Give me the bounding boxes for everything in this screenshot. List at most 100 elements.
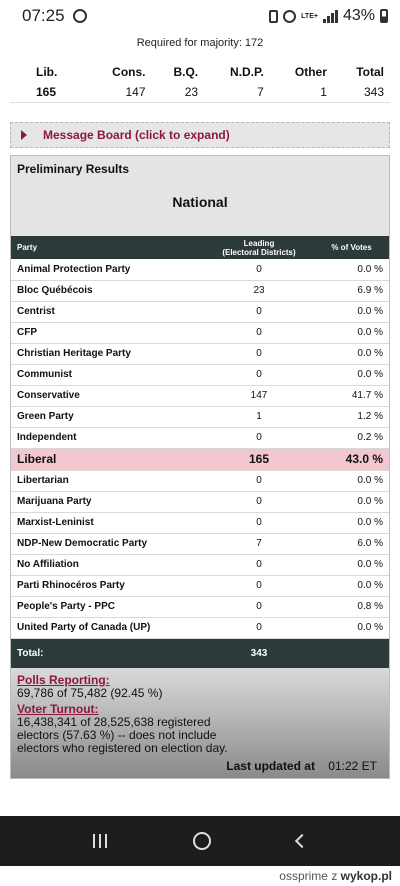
voter-turnout-line: 16,438,341 of 28,525,638 registered: [17, 715, 211, 729]
summary-value: 343: [332, 82, 390, 103]
last-updated: Last updated at 01:22 ET: [17, 760, 383, 773]
vote-percent: 0.0 %: [314, 259, 389, 281]
summary-section: Required for majority: 172 Lib. Cons. B.…: [10, 32, 390, 103]
home-icon[interactable]: [193, 832, 211, 850]
party-row: Communist 0 0.0 %: [11, 364, 389, 386]
party-name: Animal Protection Party: [11, 259, 204, 281]
results-table: Party Leading (Electoral Districts) % of…: [11, 236, 389, 668]
summary-header-row: Lib. Cons. B.Q. N.D.P. Other Total: [10, 62, 390, 82]
party-name: Marxist-Leninist: [11, 512, 204, 534]
party-name: Green Party: [11, 406, 204, 428]
battery-icon: [380, 9, 388, 23]
party-row: Animal Protection Party 0 0.0 %: [11, 259, 389, 281]
leading-count: 0: [204, 322, 314, 344]
party-name: Liberal: [11, 448, 204, 471]
polls-reporting-value: 69,786 of 75,482 (92.45 %): [17, 686, 163, 700]
total-row: Total: 343: [11, 638, 389, 668]
party-row: CFP 0 0.0 %: [11, 322, 389, 344]
notification-icon: [269, 9, 279, 23]
percent-column-header: % of Votes: [314, 236, 389, 259]
summary-value: 7: [204, 82, 270, 103]
party-row: Centrist 0 0.0 %: [11, 301, 389, 323]
watermark-sep: z: [331, 869, 338, 883]
leading-column-header: Leading (Electoral Districts): [204, 236, 314, 259]
expand-arrow-icon: [21, 130, 27, 140]
leading-count: 0: [204, 301, 314, 323]
party-row: Parti Rhinocéros Party 0 0.0 %: [11, 575, 389, 597]
watermark-site: wykop.pl: [340, 869, 392, 883]
leading-header-line2: (Electoral Districts): [222, 247, 296, 257]
leading-count: 7: [204, 533, 314, 555]
battery-percent: 43%: [342, 7, 375, 24]
total-label: Total:: [11, 638, 204, 668]
vote-percent: 43.0 %: [314, 448, 389, 471]
party-name: People's Party - PPC: [11, 596, 204, 618]
party-name: Marijuana Party: [11, 491, 204, 513]
party-row: Green Party 1 1.2 %: [11, 406, 389, 428]
party-name: Conservative: [11, 385, 204, 407]
total-pct: [314, 638, 389, 668]
summary-header: Lib.: [36, 65, 58, 79]
alarm-clock-icon: [283, 9, 297, 23]
summary-header: N.D.P.: [229, 65, 264, 79]
recent-apps-icon[interactable]: [93, 834, 107, 848]
total-value: 343: [204, 638, 314, 668]
leading-count: 165: [204, 448, 314, 471]
navigation-bar: [0, 816, 400, 866]
party-row: Libertarian 0 0.0 %: [11, 470, 389, 492]
vote-percent: 0.0 %: [314, 301, 389, 323]
party-row: Marijuana Party 0 0.0 %: [11, 491, 389, 513]
summary-value: 1: [269, 82, 333, 103]
party-row: Conservative 147 41.7 %: [11, 385, 389, 407]
leading-count: 0: [204, 491, 314, 513]
last-updated-label: Last updated at: [226, 759, 315, 773]
party-name: No Affiliation: [11, 554, 204, 576]
vote-percent: 0.8 %: [314, 596, 389, 618]
status-icons: LTE+ 43%: [269, 7, 388, 25]
leading-count: 0: [204, 554, 314, 576]
leading-count: 0: [204, 259, 314, 281]
vote-percent: 6.0 %: [314, 533, 389, 555]
vote-percent: 0.0 %: [314, 343, 389, 365]
party-row: United Party of Canada (UP) 0 0.0 %: [11, 617, 389, 639]
polls-reporting-link[interactable]: Polls Reporting:: [17, 673, 110, 687]
back-icon[interactable]: [294, 833, 310, 849]
region-title: National: [172, 194, 228, 210]
stats-section: Polls Reporting: 69,786 of 75,482 (92.45…: [11, 668, 389, 779]
vote-percent: 0.0 %: [314, 512, 389, 534]
vote-percent: 0.0 %: [314, 554, 389, 576]
leading-header-line1: Leading: [243, 238, 275, 248]
party-name: Christian Heritage Party: [11, 343, 204, 365]
summary-values-row: 165 147 23 7 1 343: [10, 82, 390, 103]
voter-turnout-link[interactable]: Voter Turnout:: [17, 702, 99, 716]
results-rows: Animal Protection Party 0 0.0 % Bloc Québéc…: [11, 259, 389, 639]
vote-percent: 1.2 %: [314, 406, 389, 428]
party-name: Bloc Québécois: [11, 280, 204, 302]
watermark-user: ossprime: [279, 869, 328, 883]
network-type-icon: LTE+: [301, 12, 318, 20]
party-row: Bloc Québécois 23 6.9 %: [11, 280, 389, 302]
message-board-toggle[interactable]: Message Board (click to expand): [10, 122, 390, 148]
majority-note: Required for majority: 172: [136, 37, 264, 49]
party-row: Independent 0 0.2 %: [11, 427, 389, 449]
party-row: Christian Heritage Party 0 0.0 %: [11, 343, 389, 365]
vote-percent: 0.0 %: [314, 470, 389, 492]
party-name: NDP-New Democratic Party: [11, 533, 204, 555]
party-row: NDP-New Democratic Party 7 6.0 %: [11, 533, 389, 555]
party-name: Independent: [11, 427, 204, 449]
party-name: United Party of Canada (UP): [11, 617, 204, 639]
summary-value: 165: [10, 82, 87, 103]
leading-count: 0: [204, 596, 314, 618]
leading-count: 0: [204, 470, 314, 492]
watermark: ossprime z wykop.pl: [0, 866, 400, 886]
leading-count: 0: [204, 512, 314, 534]
summary-header: B.Q.: [173, 65, 199, 79]
party-name: Parti Rhinocéros Party: [11, 575, 204, 597]
voter-turnout-line: electors (57.63 %) -- does not include: [17, 728, 217, 742]
alarm-icon: [72, 9, 87, 23]
vote-percent: 0.0 %: [314, 491, 389, 513]
party-name: Communist: [11, 364, 204, 386]
leading-count: 0: [204, 343, 314, 365]
signal-icon: [322, 9, 338, 23]
summary-header: Total: [356, 65, 384, 79]
